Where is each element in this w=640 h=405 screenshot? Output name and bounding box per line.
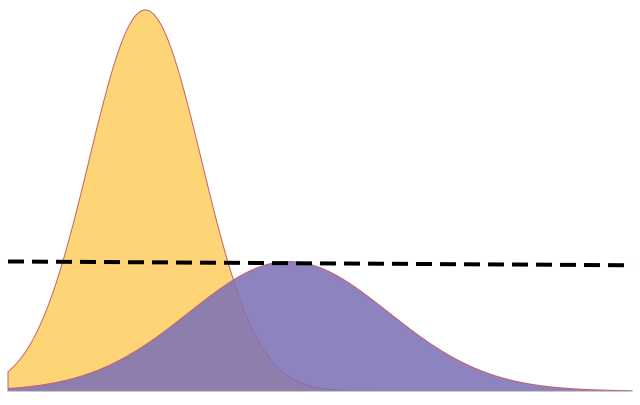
density-area-2 [7, 260, 633, 392]
series-layer [7, 9, 633, 392]
dashed-reference-line [7, 259, 633, 268]
overlay-layer [7, 259, 633, 268]
